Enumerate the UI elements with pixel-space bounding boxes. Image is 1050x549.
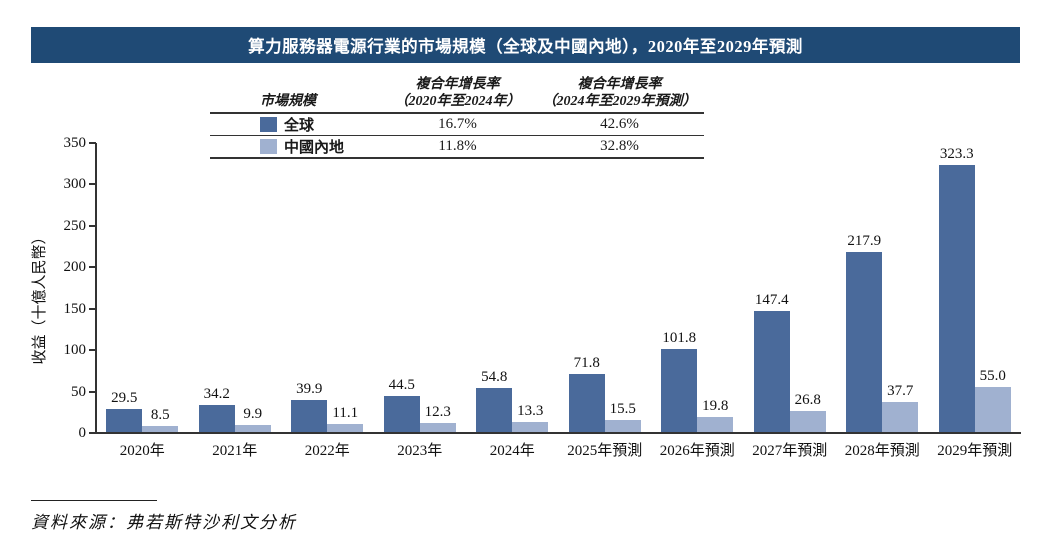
legend-table: 市場規模 複合年增長率 （2020年至2024年） 複合年增長率 （2024年至… [210, 76, 704, 159]
legend-label-china: 中國內地 [284, 140, 345, 156]
x-tick-label: 2024年 [489, 443, 535, 459]
x-tick-label: 2027年預測 [752, 443, 828, 459]
legend-label-global: 全球 [284, 118, 315, 134]
chart-title-bar: 算力服務器電源行業的市場規模（全球及中國內地），2020年至2029年預測 [31, 27, 1020, 63]
bar-china [327, 423, 364, 433]
bar-value-china: 19.8 [702, 397, 729, 414]
bar-china [882, 401, 919, 433]
legend-header-cagr2-line1: 複合年增長率 [577, 77, 662, 92]
bar-value-global: 147.4 [754, 291, 789, 308]
bar-china [697, 416, 734, 433]
legend-table-header-row: 市場規模 複合年增長率 （2020年至2024年） 複合年增長率 （2024年至… [210, 76, 704, 114]
x-tick-label: 2022年 [304, 443, 350, 459]
y-tick-mark [89, 307, 96, 310]
source-text: 資料來源：弗若斯特沙利文分析 [31, 513, 297, 532]
bar-value-global: 217.9 [847, 233, 882, 250]
bar-global [383, 396, 420, 433]
y-axis-line [95, 143, 97, 434]
bar-value-global: 39.9 [296, 380, 323, 397]
y-tick-label: 50 [71, 383, 86, 400]
x-tick-label: 2029年預測 [937, 443, 1013, 459]
bar-china [234, 424, 271, 433]
legend-row-global: 全球 16.7% 42.6% [210, 114, 704, 135]
bar-value-china: 8.5 [150, 406, 170, 423]
bar-china [419, 422, 456, 433]
y-tick-label: 350 [63, 135, 87, 151]
bar-value-global: 34.2 [203, 385, 230, 402]
bar-value-global: 54.8 [481, 368, 508, 385]
y-tick-mark [89, 183, 96, 186]
bar-value-global: 44.5 [388, 377, 415, 394]
y-tick-label: 0 [78, 425, 87, 441]
bar-global [476, 387, 513, 433]
x-tick-label: 2021年 [212, 443, 258, 459]
legend-header-cagr2-line2: （2024年至2029年預測） [542, 94, 697, 109]
bar-value-global: 101.8 [662, 329, 697, 346]
bar-value-global: 71.8 [573, 354, 600, 371]
legend-header-cagr-2020-2024: 複合年增長率 （2020年至2024年） [380, 76, 535, 110]
legend-header-market-size: 市場規模 [260, 94, 316, 109]
global-cagr-2020-2024: 16.7% [438, 116, 477, 132]
bar-value-china: 12.3 [424, 403, 451, 420]
x-tick-label: 2025年預測 [567, 443, 643, 459]
global-series-swatch [260, 117, 277, 132]
y-tick-mark [89, 266, 96, 269]
x-tick-label: 2023年 [397, 443, 443, 459]
bar-value-china: 11.1 [332, 404, 359, 421]
bar-value-china: 37.7 [887, 382, 914, 399]
y-tick-label: 150 [63, 300, 87, 317]
bar-value-china: 55.0 [979, 368, 1006, 385]
x-axis-line [96, 432, 1021, 434]
bar-global [198, 404, 235, 433]
bar-china [604, 420, 641, 433]
bar-value-china: 15.5 [609, 401, 636, 418]
bar-value-global: 323.3 [939, 146, 974, 163]
bar-china [512, 421, 549, 433]
bar-global [938, 165, 975, 433]
y-tick-label: 200 [63, 259, 87, 276]
bar-china [142, 425, 179, 433]
bar-global [291, 399, 328, 433]
x-tick-label: 2028年預測 [844, 443, 920, 459]
chart-title: 算力服務器電源行業的市場規模（全球及中國內地），2020年至2029年預測 [248, 37, 803, 56]
china-cagr-2024-2029: 32.8% [600, 138, 639, 154]
x-tick-label: 2020年 [119, 443, 165, 459]
global-cagr-2024-2029: 42.6% [600, 116, 639, 132]
source-divider [31, 500, 157, 501]
y-tick-mark [89, 390, 96, 393]
y-tick-mark [89, 349, 96, 352]
y-tick-mark [89, 224, 96, 227]
bar-global [106, 408, 143, 433]
bar-value-china: 13.3 [517, 402, 544, 419]
china-series-swatch [260, 139, 277, 154]
bar-value-global: 29.5 [111, 389, 138, 406]
china-cagr-2020-2024: 11.8% [438, 138, 477, 154]
y-tick-label: 100 [63, 342, 87, 359]
bar-china [974, 387, 1011, 433]
y-tick-label: 250 [63, 217, 87, 234]
bar-global [661, 348, 698, 433]
bar-value-china: 26.8 [794, 391, 821, 408]
bar-global [568, 373, 605, 433]
x-tick-label: 2026年預測 [659, 443, 735, 459]
bar-global [753, 310, 790, 433]
bar-value-china: 9.9 [243, 405, 263, 422]
y-tick-label: 300 [63, 176, 87, 193]
y-tick-mark [89, 432, 96, 434]
bar-global [846, 252, 883, 433]
legend-header-cagr1-line1: 複合年增長率 [415, 77, 500, 92]
legend-header-cagr1-line2: （2020年至2024年） [394, 94, 521, 109]
legend-header-cagr-2024-2029: 複合年增長率 （2024年至2029年預測） [535, 76, 704, 110]
legend-row-china: 中國內地 11.8% 32.8% [210, 135, 704, 159]
bar-china [789, 410, 826, 433]
y-tick-mark [89, 142, 96, 144]
